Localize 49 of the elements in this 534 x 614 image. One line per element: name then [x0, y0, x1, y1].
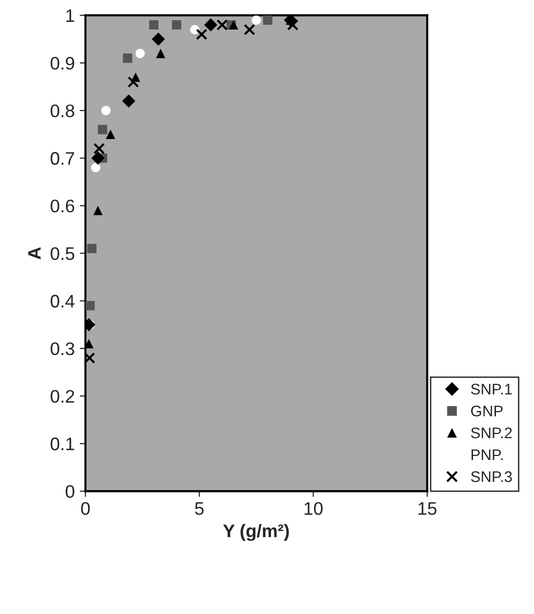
point [93, 206, 103, 216]
y-tick-label: 0.9 [50, 56, 74, 70]
y-tick-label: 0.7 [50, 152, 74, 165]
x-tick-label: 15 [418, 502, 436, 515]
x-tick-label: 10 [304, 502, 323, 515]
y-axis-title: A [28, 247, 41, 260]
y-tick-label: 0.8 [50, 104, 74, 118]
text: PNP. [472, 450, 503, 460]
y-tick-label: 0.3 [50, 342, 74, 356]
point [244, 24, 256, 36]
legend-label: GNP [471, 406, 503, 416]
legend-label: SNP.2 [471, 427, 512, 438]
x-axis-title: Y (g/m²) [223, 524, 289, 541]
point [85, 352, 96, 364]
point [85, 300, 95, 310]
y-tick-label: 0.5 [50, 247, 74, 260]
point [149, 20, 158, 30]
point [87, 244, 96, 254]
point [287, 19, 298, 31]
point [196, 28, 208, 40]
point [91, 152, 105, 165]
point [93, 142, 105, 154]
point [122, 94, 136, 108]
point [204, 18, 218, 32]
point [128, 76, 139, 88]
x-tick-label: 5 [195, 502, 204, 515]
point [252, 15, 261, 25]
point [152, 32, 165, 46]
point [135, 48, 145, 58]
point [98, 124, 108, 134]
point [122, 54, 132, 63]
point [228, 20, 238, 30]
legend-label: SNP.1 [471, 384, 512, 395]
legend-label: SNP.3 [471, 471, 512, 482]
y-tick-label: 1 [66, 9, 74, 22]
point [85, 339, 94, 348]
point [106, 130, 116, 139]
point [101, 106, 111, 116]
point [216, 19, 228, 31]
point [263, 15, 272, 25]
x-tick-label: 0 [81, 502, 90, 515]
point [156, 48, 166, 58]
y-tick-label: 0 [66, 485, 74, 498]
y-tick-label: 0.4 [50, 294, 74, 308]
point [91, 162, 100, 172]
point [172, 20, 182, 30]
y-tick-label: 0.1 [50, 438, 74, 450]
y-tick-label: 0.6 [50, 200, 74, 212]
y-tick-label: 0.2 [50, 390, 74, 403]
